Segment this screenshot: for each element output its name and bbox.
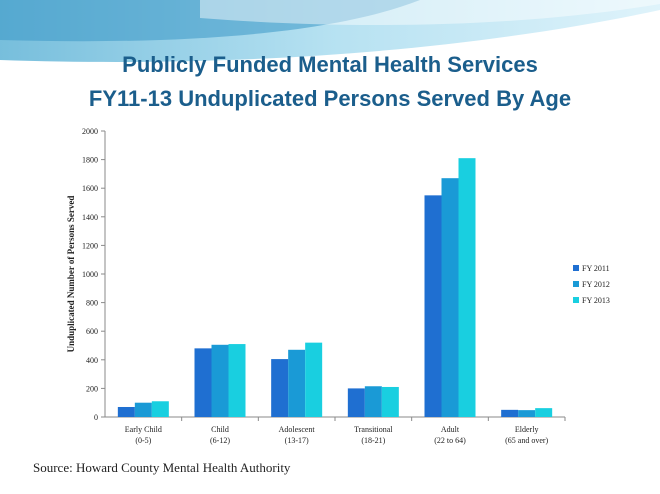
bar-1 (347, 388, 365, 417)
x-category-label: Adolescent (279, 425, 316, 434)
legend-swatch (573, 297, 579, 303)
legend-swatch (573, 281, 579, 287)
y-axis-title: Unduplicated Number of Persons Served (66, 196, 76, 353)
y-tick-label: 600 (86, 327, 98, 336)
bar-1 (194, 348, 212, 417)
x-category-sublabel: (65 and over) (505, 436, 548, 445)
x-category-sublabel: (0-5) (135, 436, 151, 445)
bar-1 (501, 409, 519, 417)
bar-3 (151, 401, 169, 417)
bar-1 (424, 195, 442, 417)
y-tick-label: 1800 (82, 156, 98, 165)
y-tick-label: 1200 (82, 241, 98, 250)
legend-swatch (573, 265, 579, 271)
bar-3 (381, 386, 399, 417)
bar-2 (518, 410, 536, 417)
x-category-sublabel: (6-12) (210, 436, 230, 445)
x-category-label: Early Child (125, 425, 162, 434)
bar-1 (271, 359, 289, 417)
header-wave-decoration (0, 0, 660, 62)
bar-3 (228, 344, 246, 417)
y-tick-label: 1600 (82, 184, 98, 193)
x-category-sublabel: (22 to 64) (434, 436, 466, 445)
bar-2 (211, 344, 229, 417)
y-tick-label: 400 (86, 356, 98, 365)
title-line-2: FY11-13 Unduplicated Persons Served By A… (88, 86, 572, 111)
y-tick-label: 2000 (82, 127, 98, 136)
y-tick-label: 1000 (82, 270, 98, 279)
bar-3 (305, 342, 323, 417)
x-category-sublabel: (13-17) (285, 436, 309, 445)
y-tick-label: 800 (86, 299, 98, 308)
bar-3 (458, 158, 476, 418)
y-tick-label: 1400 (82, 213, 98, 222)
x-category-label: Child (211, 425, 229, 434)
bar-1 (117, 406, 135, 417)
bar-2 (364, 386, 382, 417)
x-category-sublabel: (18-21) (361, 436, 385, 445)
bar-2 (441, 178, 459, 417)
x-category-label: Transitional (354, 425, 393, 434)
legend-label: FY 2013 (582, 296, 610, 305)
y-tick-label: 200 (86, 384, 98, 393)
x-category-label: Elderly (515, 425, 539, 434)
bar-3 (535, 408, 553, 417)
bar-2 (288, 349, 306, 417)
x-category-label: Adult (441, 425, 460, 434)
source-note: Source: Howard County Mental Health Auth… (33, 460, 291, 475)
title-line-1: Publicly Funded Mental Health Services (122, 52, 538, 77)
legend-label: FY 2011 (582, 264, 610, 273)
bar-2 (134, 402, 152, 417)
chart-title: Publicly Funded Mental Health Services F… (0, 48, 660, 116)
y-tick-label: 0 (94, 413, 98, 422)
legend-label: FY 2012 (582, 280, 610, 289)
